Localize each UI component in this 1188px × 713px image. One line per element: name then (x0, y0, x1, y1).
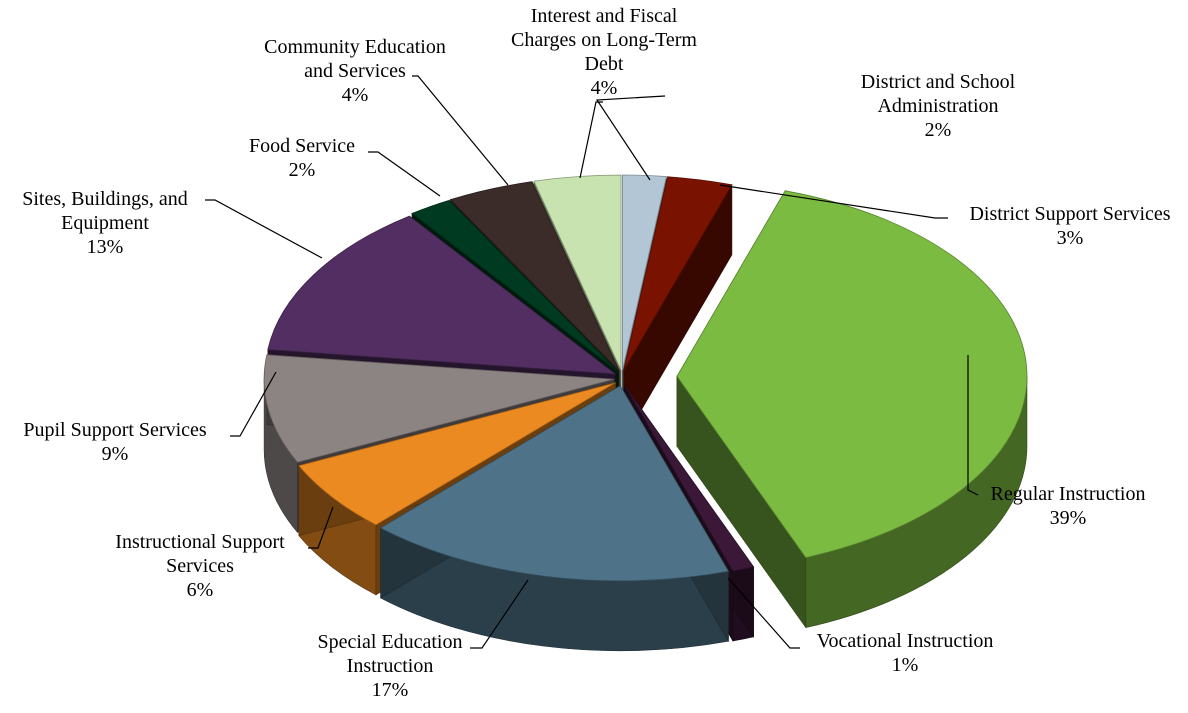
slice-10-name-line: Charges on Long-Term (511, 29, 697, 51)
slice-7-name-line: Equipment (61, 212, 149, 234)
slice-10-name-line: Debt (585, 53, 624, 75)
slice-5-label: Instructional Support Services 6% (115, 531, 285, 601)
slice-9-label: Community Education and Services 4% (264, 36, 446, 106)
slice-3-label: Vocational Instruction 1% (817, 630, 994, 676)
slice-8-name-line: Food Service (249, 135, 355, 157)
slice-4-name-line: Special Education (318, 631, 463, 653)
slice-1-leader-line (719, 184, 948, 219)
labels-layer: District and School Administration 2%Distr… (22, 5, 1171, 701)
slice-0-leader-line (595, 95, 666, 181)
slice-5-leader-line (308, 506, 334, 549)
slice-5-value-label: 6% (187, 579, 214, 601)
slice-7-name-line: Sites, Buildings, and (22, 188, 188, 210)
slice-10-value-label: 4% (591, 77, 618, 99)
slice-5-name-line: Instructional Support (115, 531, 285, 553)
slice-8-leader-line (368, 151, 441, 197)
slice-10-label: Interest and Fiscal Charges on Long-Term D… (511, 5, 697, 99)
slice-2-label: Regular Instruction 39% (991, 483, 1146, 529)
slice-8-top (411, 199, 618, 372)
slice-4-label: Special Education Instruction 17% (318, 631, 463, 701)
slice-0-top (622, 174, 667, 371)
slice-6-leader-line (230, 371, 277, 437)
slice-1-label: District Support Services 3% (969, 203, 1170, 249)
slice-6-name-line: Pupil Support Services (23, 419, 207, 441)
slice-10-top (533, 174, 622, 371)
slice-7-value-label: 13% (87, 236, 124, 258)
slice-tops-layer (263, 174, 1028, 582)
slice-3-name-line: Vocational Instruction (817, 630, 994, 652)
slice-4-leader-line (470, 579, 529, 649)
slice-7-top (267, 215, 617, 375)
slice-5-name-line: Services (166, 555, 234, 577)
slice-4-top (379, 385, 730, 582)
slice-3-leader-line (727, 577, 800, 649)
slice-9-value-label: 4% (342, 84, 369, 106)
slice-7-leader-line (205, 199, 323, 259)
slice-8-label: Food Service 2% (249, 135, 355, 181)
slice-2-leader-line (967, 355, 979, 496)
slice-8-value-label: 2% (289, 159, 316, 181)
slice-4-name-line: Instruction (347, 655, 434, 677)
slice-3-top (624, 385, 755, 572)
slice-6-value-label: 9% (102, 443, 129, 465)
slice-0-value-label: 2% (925, 119, 952, 141)
slice-6-label: Pupil Support Services 9% (23, 419, 207, 465)
slice-1-value-label: 3% (1057, 227, 1084, 249)
slice-2-top (676, 190, 1028, 559)
slice-0-name-line: Administration (877, 95, 998, 117)
slice-10-name-line: Interest and Fiscal (531, 5, 678, 27)
slice-2-value-label: 39% (1050, 507, 1087, 529)
slice-9-name-line: and Services (304, 60, 406, 82)
slice-7-label: Sites, Buildings, and Equipment 13% (22, 188, 188, 258)
slice-9-name-line: Community Education (264, 36, 446, 58)
leader-lines-layer (205, 75, 979, 649)
slice-1-top (623, 176, 733, 371)
slice-0-label: District and School Administration 2% (861, 71, 1016, 141)
slice-3-value-label: 1% (892, 654, 919, 676)
slice-4-value-label: 17% (372, 679, 409, 701)
slice-5-top (298, 382, 616, 526)
slice-9-top (449, 181, 620, 371)
slice-2-name-line: Regular Instruction (991, 483, 1146, 505)
slice-1-name-line: District Support Services (969, 203, 1170, 225)
slice-0-name-line: District and School (861, 71, 1016, 93)
slice-9-leader-line (412, 75, 509, 186)
slice-6-top (263, 354, 615, 463)
slice-10-leader-line (579, 101, 603, 179)
